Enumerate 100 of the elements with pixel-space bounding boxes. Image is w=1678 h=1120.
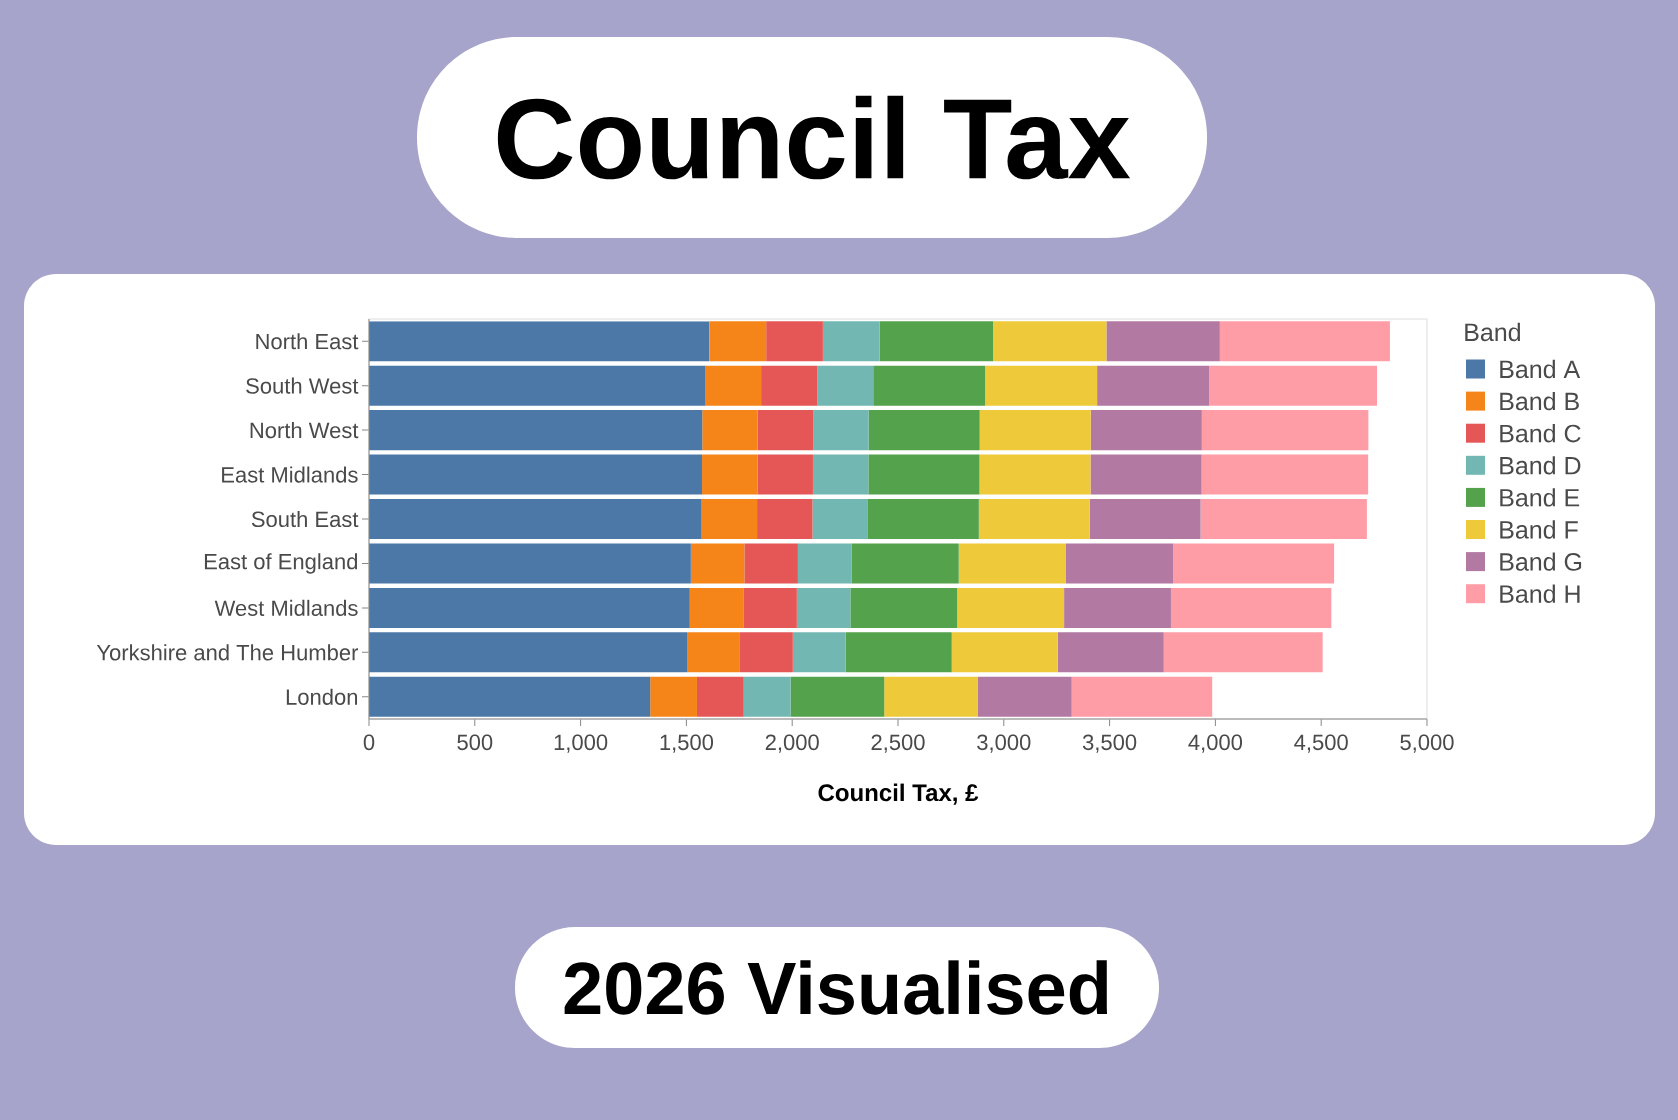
y-tick-label: Yorkshire and The Humber xyxy=(96,644,359,661)
bar xyxy=(369,632,688,673)
bar xyxy=(650,676,697,717)
bar xyxy=(690,543,745,584)
bar xyxy=(369,587,690,628)
y-tick-label: South West xyxy=(246,377,359,394)
bar xyxy=(744,543,798,584)
legend-label: Band B xyxy=(1500,391,1579,411)
bar xyxy=(979,454,1091,495)
x-tick-label: 3,500 xyxy=(1082,734,1137,753)
y-tick-label: East Midlands xyxy=(222,466,358,483)
bar xyxy=(993,321,1107,362)
bar xyxy=(951,632,1058,673)
bar xyxy=(884,676,978,717)
bar xyxy=(757,454,813,495)
bar xyxy=(797,543,852,584)
bar xyxy=(850,587,958,628)
bar xyxy=(705,365,762,406)
y-tick-label: South East xyxy=(251,510,359,528)
legend-label: Band E xyxy=(1500,488,1580,507)
legend-label: Band H xyxy=(1500,584,1580,603)
bar xyxy=(1201,454,1369,495)
bar xyxy=(702,410,758,451)
bar xyxy=(958,543,1066,584)
bar xyxy=(868,454,980,495)
bar xyxy=(687,632,740,673)
bar xyxy=(879,321,993,362)
bar xyxy=(369,365,706,406)
bar xyxy=(1064,587,1171,628)
x-tick-label: 0 xyxy=(363,734,375,751)
bar xyxy=(812,499,868,540)
bar xyxy=(817,365,874,406)
x-axis-title: Council Tax, £ xyxy=(818,783,979,805)
bar xyxy=(369,543,691,584)
bar xyxy=(369,410,703,451)
text: 2026 Visualised xyxy=(564,960,1108,1015)
legend-label: Band C xyxy=(1500,424,1581,443)
bar xyxy=(743,587,797,628)
bar xyxy=(369,454,703,495)
bar xyxy=(796,587,851,628)
bar xyxy=(851,543,959,584)
bar xyxy=(868,410,980,451)
bar xyxy=(1097,365,1210,406)
x-tick-label: 4,500 xyxy=(1294,734,1348,753)
y-tick-label: London xyxy=(286,688,358,705)
bar xyxy=(739,632,793,673)
bar xyxy=(696,676,744,717)
bar xyxy=(985,365,1098,406)
legend-label: Band D xyxy=(1500,456,1581,475)
bar xyxy=(766,321,823,362)
bar xyxy=(845,632,952,673)
y-tick-label: North East xyxy=(256,333,359,350)
bar xyxy=(1201,410,1369,451)
bar xyxy=(689,587,744,628)
bar xyxy=(1066,543,1174,584)
bar xyxy=(701,499,758,540)
bar xyxy=(709,321,767,362)
bar xyxy=(813,410,869,451)
x-tick-label: 3,000 xyxy=(977,734,1031,753)
bar xyxy=(822,321,880,362)
bar xyxy=(369,499,702,540)
bar xyxy=(1173,543,1335,584)
bar xyxy=(957,587,1065,628)
bar xyxy=(979,410,1091,451)
legend-label: Band G xyxy=(1500,552,1582,571)
bar xyxy=(977,676,1072,717)
bar xyxy=(1200,499,1367,540)
chart-title: Council Tax xyxy=(497,95,1131,180)
x-tick-label: 1,500 xyxy=(660,734,714,753)
bar xyxy=(1219,321,1390,362)
bar xyxy=(867,499,979,540)
x-tick-label: 2,000 xyxy=(765,734,819,753)
bar xyxy=(757,499,813,540)
bar xyxy=(1209,365,1378,406)
legend-label: Band A xyxy=(1500,359,1581,379)
bar xyxy=(1106,321,1220,362)
x-tick-label: 500 xyxy=(457,734,493,751)
bar xyxy=(812,454,869,495)
bar xyxy=(790,676,885,717)
bar xyxy=(978,499,1090,540)
bar xyxy=(1163,632,1323,673)
y-tick-label: East of England xyxy=(204,553,358,574)
legend-title: Band xyxy=(1465,322,1520,342)
x-tick-label: 5,000 xyxy=(1400,734,1454,753)
bar xyxy=(702,454,758,495)
x-tick-label: 2,500 xyxy=(871,734,925,753)
bar xyxy=(369,321,710,362)
bar xyxy=(369,676,651,717)
bar xyxy=(757,410,814,451)
bar xyxy=(1090,410,1202,451)
legend-label: Band F xyxy=(1500,520,1578,539)
bar xyxy=(1090,454,1202,495)
bar xyxy=(743,676,791,717)
bar xyxy=(1057,632,1164,673)
bar xyxy=(761,365,818,406)
bar xyxy=(1170,587,1332,628)
bar xyxy=(1071,676,1213,717)
bar xyxy=(873,365,986,406)
bar xyxy=(1089,499,1201,540)
y-tick-label: West Midlands xyxy=(214,599,358,616)
